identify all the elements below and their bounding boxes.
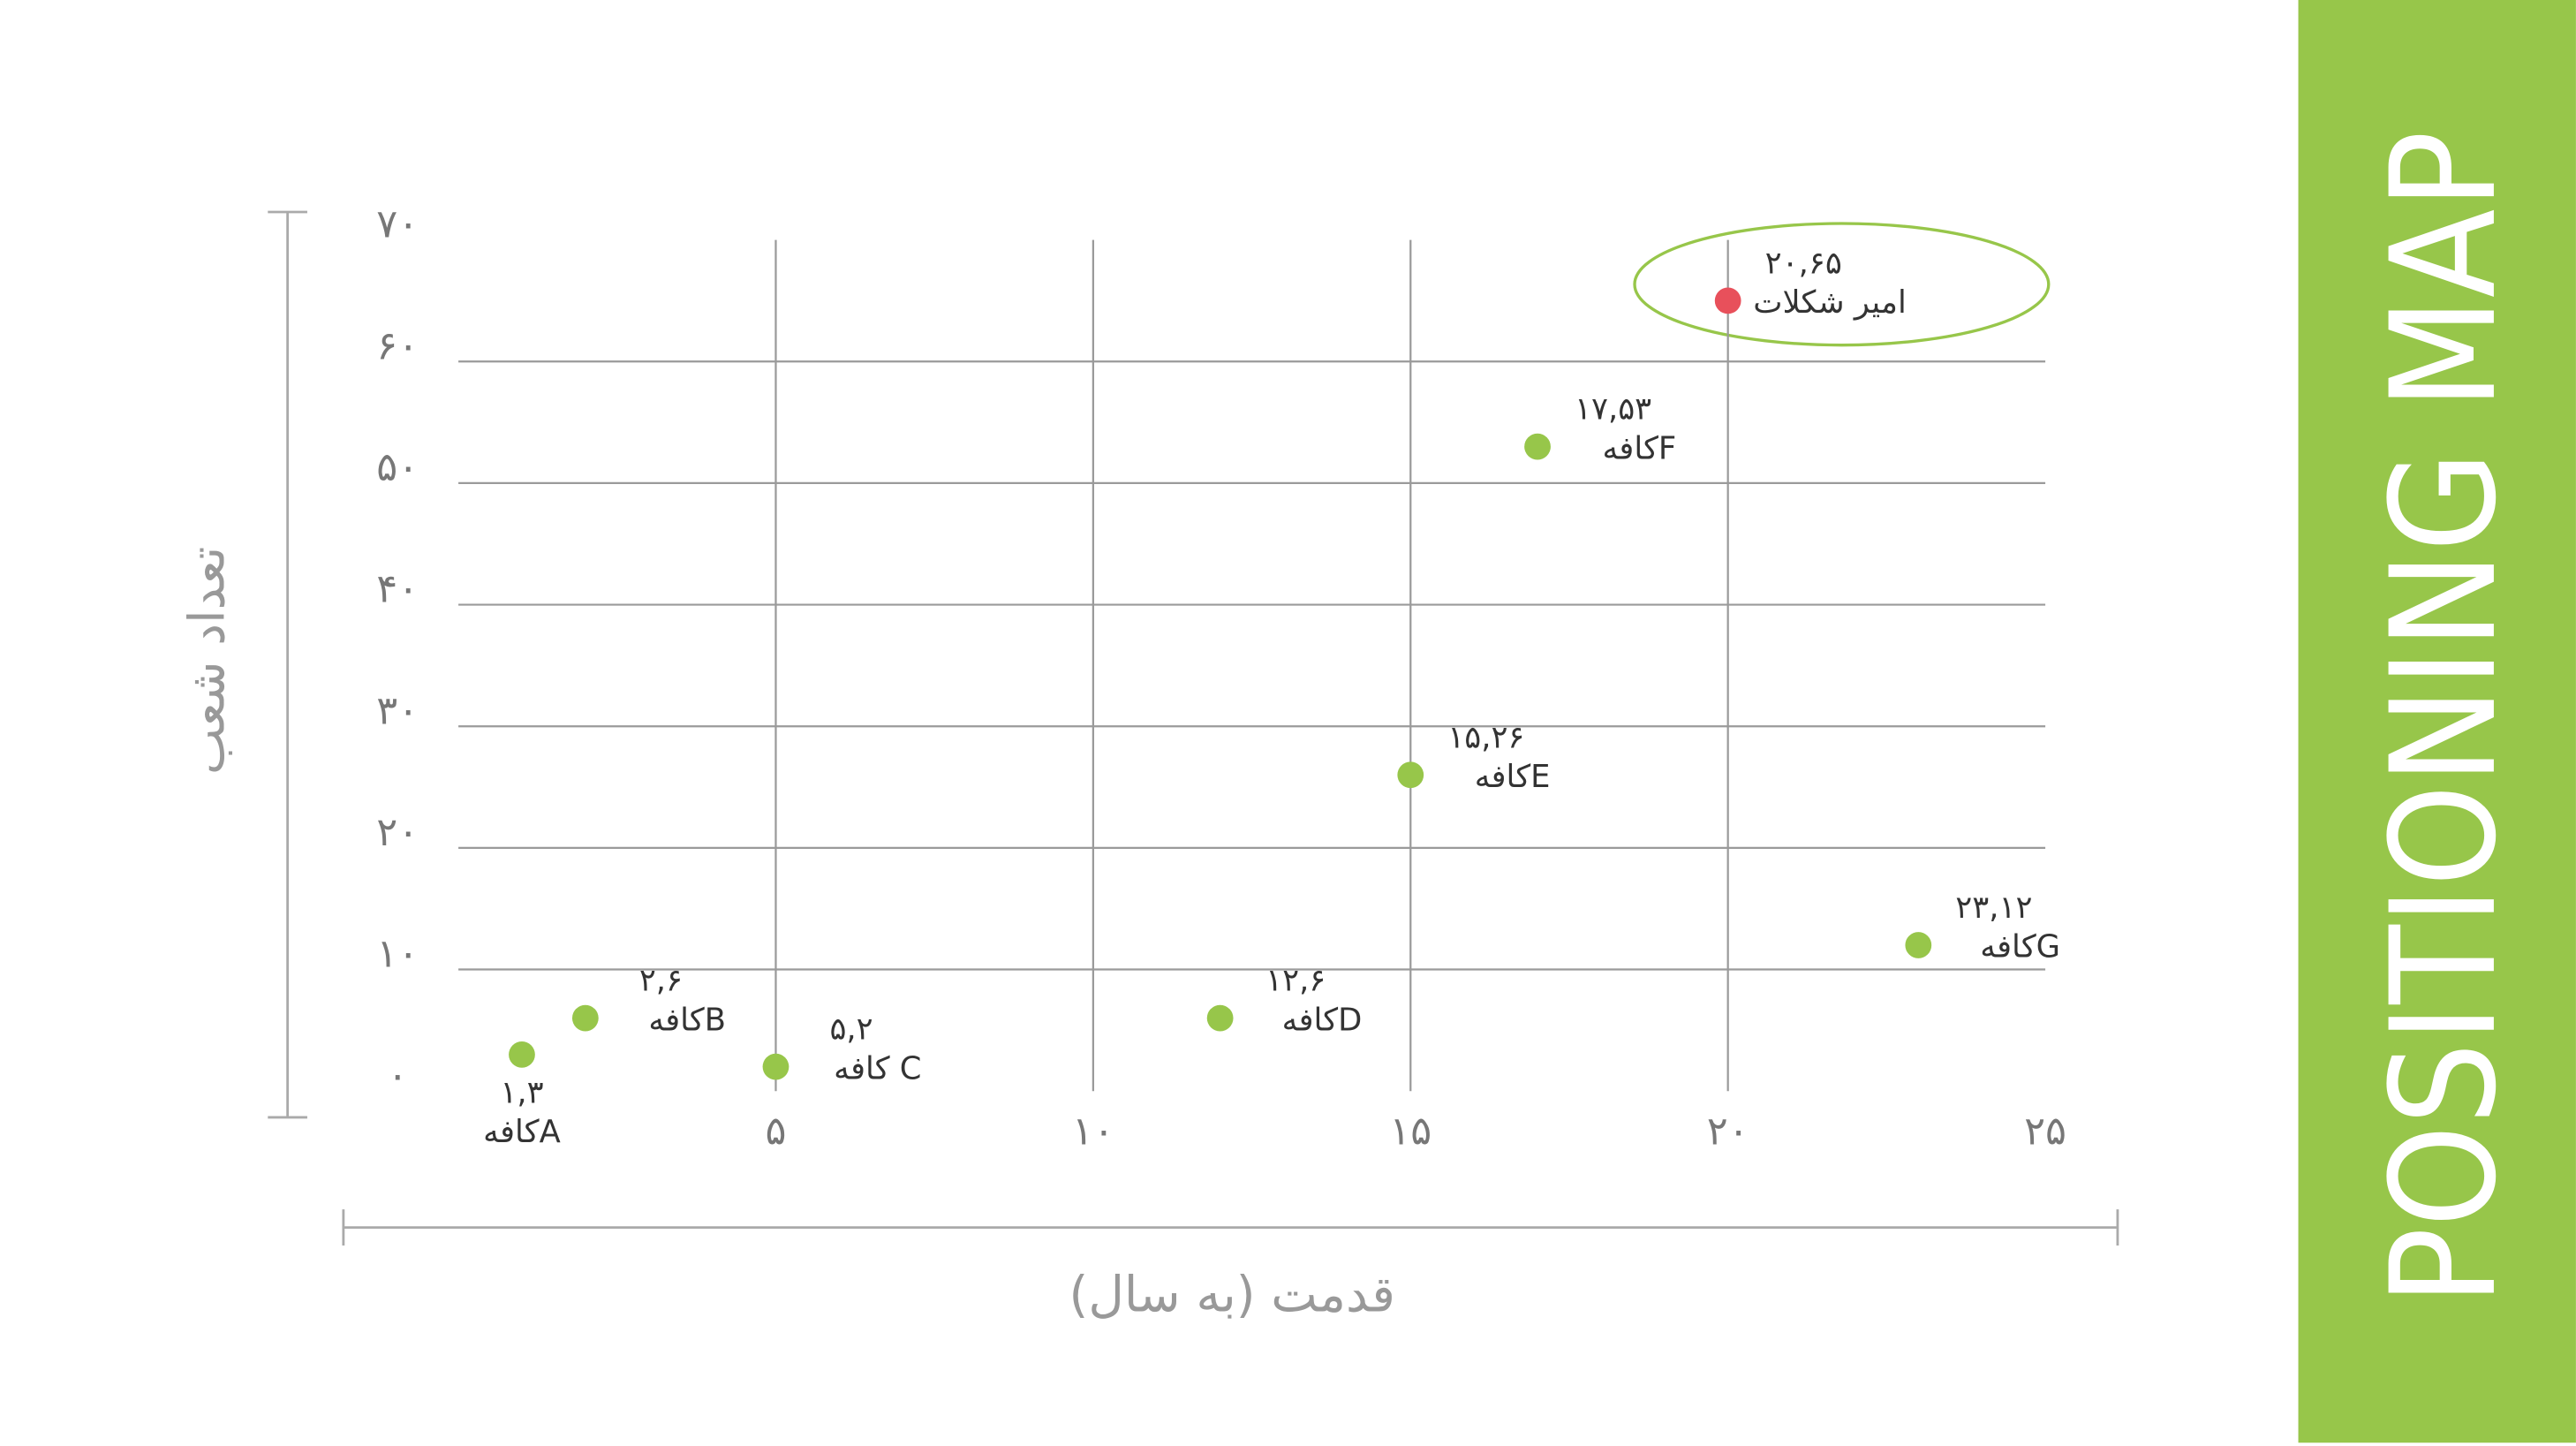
point-name-label: کافهF [1602,430,1676,466]
data-point [509,1041,535,1068]
point-value-label: ۲۳,۱۲ [1955,890,2032,926]
data-point [1397,761,1424,789]
point-name-label: کافهB [648,1002,726,1038]
point-value-label: ۱۵,۲۶ [1447,719,1524,755]
data-point [571,1004,599,1032]
y-tick-label: ۷۰ [376,201,419,247]
data-point [1524,433,1551,460]
point-value-label: ۲,۶ [639,963,683,999]
highlight-ellipse [1633,222,2051,347]
data-point [1905,932,1932,958]
side-title: POSITIONING MAP [2360,131,2528,1306]
data-point [762,1053,789,1080]
point-name-label: کافهG [1980,929,2060,965]
x-tick-label: ۲۵ [2024,1109,2066,1155]
point-value-label: ۵,۲ [829,1011,873,1048]
x-tick-label: ۵ [765,1109,786,1155]
data-point [1206,1004,1234,1032]
point-name-label: کافهA [483,1114,561,1150]
y-tick-label: ۱۰ [376,931,419,977]
y-tick-label: ۰ [387,1052,408,1098]
x-axis-title: قدمت (به سال) [1069,1267,1395,1324]
y-tick-label: ۶۰ [376,322,419,368]
data-point [1714,287,1741,314]
y-tick-label: ۲۰ [376,809,419,855]
x-tick-label: ۲۰ [1707,1109,1749,1155]
point-name-label: کافهD [1282,1002,1363,1038]
y-axis-title: تعداد شعب [178,547,236,775]
point-name-label: امیر شکلات [1753,284,1907,321]
y-tick-label: ۵۰ [376,444,419,490]
point-value-label: ۱۷,۵۳ [1575,391,1651,428]
y-tick-label: ۳۰ [376,687,419,733]
point-name-label: کافهE [1475,759,1551,795]
point-value-label: ۱,۳ [500,1075,543,1111]
x-tick-label: ۱۰ [1072,1109,1114,1155]
point-name-label: کافه C [834,1050,921,1086]
x-bracket [342,1209,2119,1246]
point-value-label: ۱۲,۶ [1265,963,1326,999]
point-value-label: ۲۰,۶۵ [1765,245,1842,281]
side-panel [2298,0,2576,1443]
y-tick-label: ۴۰ [376,566,419,612]
y-bracket [268,210,307,1119]
x-tick-label: ۱۵ [1389,1109,1432,1155]
